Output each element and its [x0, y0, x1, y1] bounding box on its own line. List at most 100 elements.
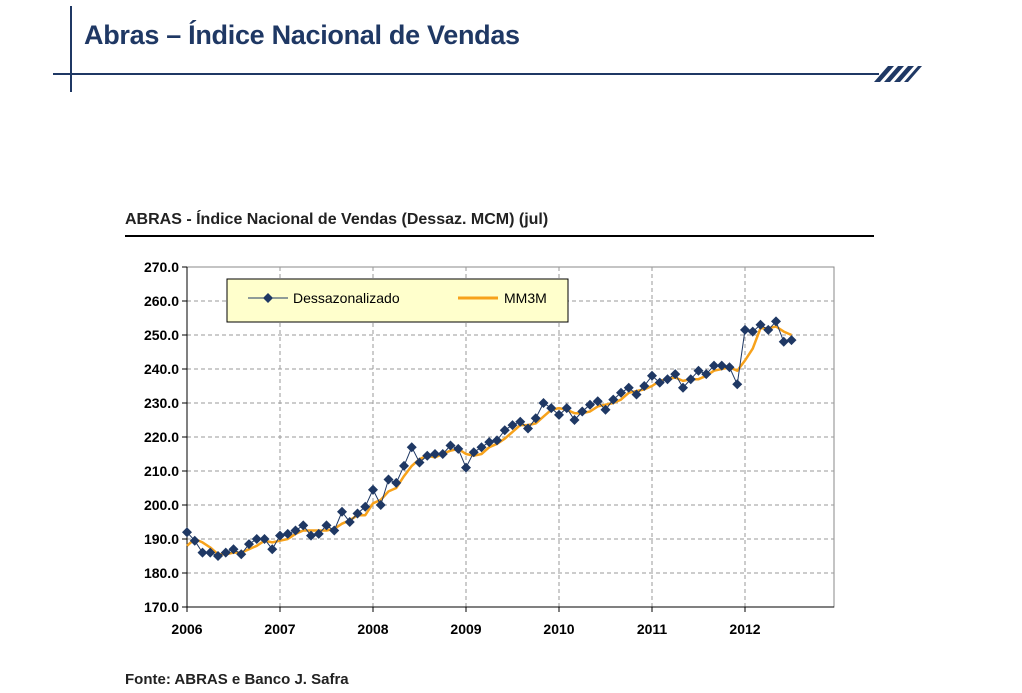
y-tick-label: 250.0	[144, 327, 179, 343]
brand-logo-icon	[874, 66, 922, 82]
data-point-dessazonalizado	[631, 389, 642, 400]
y-tick-label: 200.0	[144, 497, 179, 513]
chart-title-rule	[125, 235, 874, 237]
x-tick-label: 2012	[729, 621, 760, 637]
data-point-dessazonalizado	[267, 544, 278, 555]
y-tick-label: 190.0	[144, 531, 179, 547]
legend-label-mm3m: MM3M	[504, 290, 547, 306]
data-point-dessazonalizado	[182, 527, 192, 538]
data-point-dessazonalizado	[577, 406, 588, 417]
data-point-dessazonalizado	[755, 319, 766, 330]
chart-title: ABRAS - Índice Nacional de Vendas (Dessa…	[125, 211, 549, 228]
data-point-dessazonalizado	[344, 517, 355, 527]
x-tick-label: 2007	[264, 621, 295, 637]
y-tick-label: 270.0	[144, 259, 179, 275]
data-point-dessazonalizado	[499, 425, 510, 436]
y-tick-label: 230.0	[144, 395, 179, 411]
data-point-dessazonalizado	[600, 404, 611, 415]
y-tick-label: 240.0	[144, 361, 179, 377]
data-point-dessazonalizado	[685, 374, 696, 385]
data-point-dessazonalizado	[197, 547, 208, 558]
data-point-dessazonalizado	[569, 415, 580, 425]
data-point-dessazonalizado	[786, 335, 797, 346]
data-point-dessazonalizado	[592, 396, 603, 407]
data-point-dessazonalizado	[585, 399, 595, 410]
data-point-dessazonalizado	[220, 547, 231, 558]
data-point-dessazonalizado	[616, 387, 626, 398]
y-tick-label: 210.0	[144, 463, 179, 479]
data-point-dessazonalizado	[383, 474, 394, 485]
data-point-dessazonalizado	[515, 416, 526, 427]
data-point-dessazonalizado	[368, 484, 378, 495]
data-point-dessazonalizado	[189, 535, 200, 546]
data-point-dessazonalizado	[437, 449, 448, 459]
data-point-dessazonalizado	[360, 501, 371, 512]
data-point-dessazonalizado	[701, 369, 712, 380]
y-tick-label: 220.0	[144, 429, 179, 445]
data-point-dessazonalizado	[313, 528, 324, 539]
data-point-dessazonalizado	[747, 326, 758, 337]
data-point-dessazonalizado	[484, 437, 495, 448]
data-point-dessazonalizado	[740, 324, 750, 335]
data-point-dessazonalizado	[654, 377, 665, 388]
data-point-dessazonalizado	[507, 420, 518, 431]
data-point-dessazonalizado	[771, 316, 781, 327]
data-point-dessazonalizado	[445, 440, 456, 451]
data-point-dessazonalizado	[778, 336, 789, 347]
data-point-dessazonalizado	[414, 457, 425, 468]
data-point-dessazonalizado	[523, 423, 533, 434]
data-point-dessazonalizado	[375, 500, 386, 510]
data-point-dessazonalizado	[763, 324, 774, 335]
data-point-dessazonalizado	[259, 534, 270, 544]
data-point-dessazonalizado	[546, 403, 557, 414]
data-point-dessazonalizado	[647, 370, 657, 381]
title-accent-bar	[70, 6, 72, 92]
data-point-dessazonalizado	[213, 551, 223, 561]
data-point-dessazonalizado	[461, 462, 471, 473]
data-point-dessazonalizado	[468, 447, 479, 458]
data-point-dessazonalizado	[623, 382, 634, 393]
data-point-dessazonalizado	[290, 525, 301, 536]
legend-marker-dessazonalizado	[263, 293, 273, 303]
data-point-dessazonalizado	[662, 374, 673, 385]
data-point-dessazonalizado	[670, 369, 681, 380]
data-point-dessazonalizado	[732, 379, 743, 390]
x-tick-label: 2011	[637, 621, 668, 637]
y-tick-label: 170.0	[144, 599, 179, 615]
data-point-dessazonalizado	[554, 409, 564, 420]
data-point-dessazonalizado	[321, 520, 332, 531]
data-point-dessazonalizado	[236, 549, 247, 560]
data-point-dessazonalizado	[205, 547, 216, 558]
legend-box	[226, 278, 569, 323]
data-point-dessazonalizado	[608, 394, 619, 405]
data-point-dessazonalizado	[709, 360, 719, 371]
data-point-dessazonalizado	[337, 506, 347, 517]
source-note: Fonte: ABRAS e Banco J. Safra	[125, 671, 349, 688]
data-point-dessazonalizado	[530, 413, 541, 424]
data-point-dessazonalizado	[453, 443, 464, 454]
data-point-dessazonalizado	[693, 365, 704, 376]
data-point-dessazonalizado	[275, 530, 285, 541]
data-point-dessazonalizado	[430, 449, 440, 459]
data-point-dessazonalizado	[329, 525, 340, 536]
data-point-dessazonalizado	[406, 442, 417, 453]
page-title: Abras – Índice Nacional de Vendas	[84, 20, 520, 50]
y-tick-label: 260.0	[144, 293, 179, 309]
data-point-dessazonalizado	[724, 362, 735, 373]
legend-label-dessazonalizado: Dessazonalizado	[293, 290, 400, 306]
x-tick-label: 2010	[543, 621, 574, 637]
x-tick-label: 2009	[450, 621, 481, 637]
data-point-dessazonalizado	[561, 403, 572, 414]
data-point-dessazonalizado	[639, 381, 650, 391]
title-underline	[53, 73, 879, 75]
data-point-dessazonalizado	[492, 435, 502, 446]
y-tick-label: 180.0	[144, 565, 179, 581]
data-point-dessazonalizado	[678, 382, 688, 393]
data-point-dessazonalizado	[352, 508, 363, 519]
data-point-dessazonalizado	[538, 398, 549, 408]
data-point-dessazonalizado	[282, 528, 293, 539]
data-point-dessazonalizado	[251, 534, 262, 544]
data-point-dessazonalizado	[399, 460, 409, 471]
x-tick-label: 2008	[357, 621, 388, 637]
